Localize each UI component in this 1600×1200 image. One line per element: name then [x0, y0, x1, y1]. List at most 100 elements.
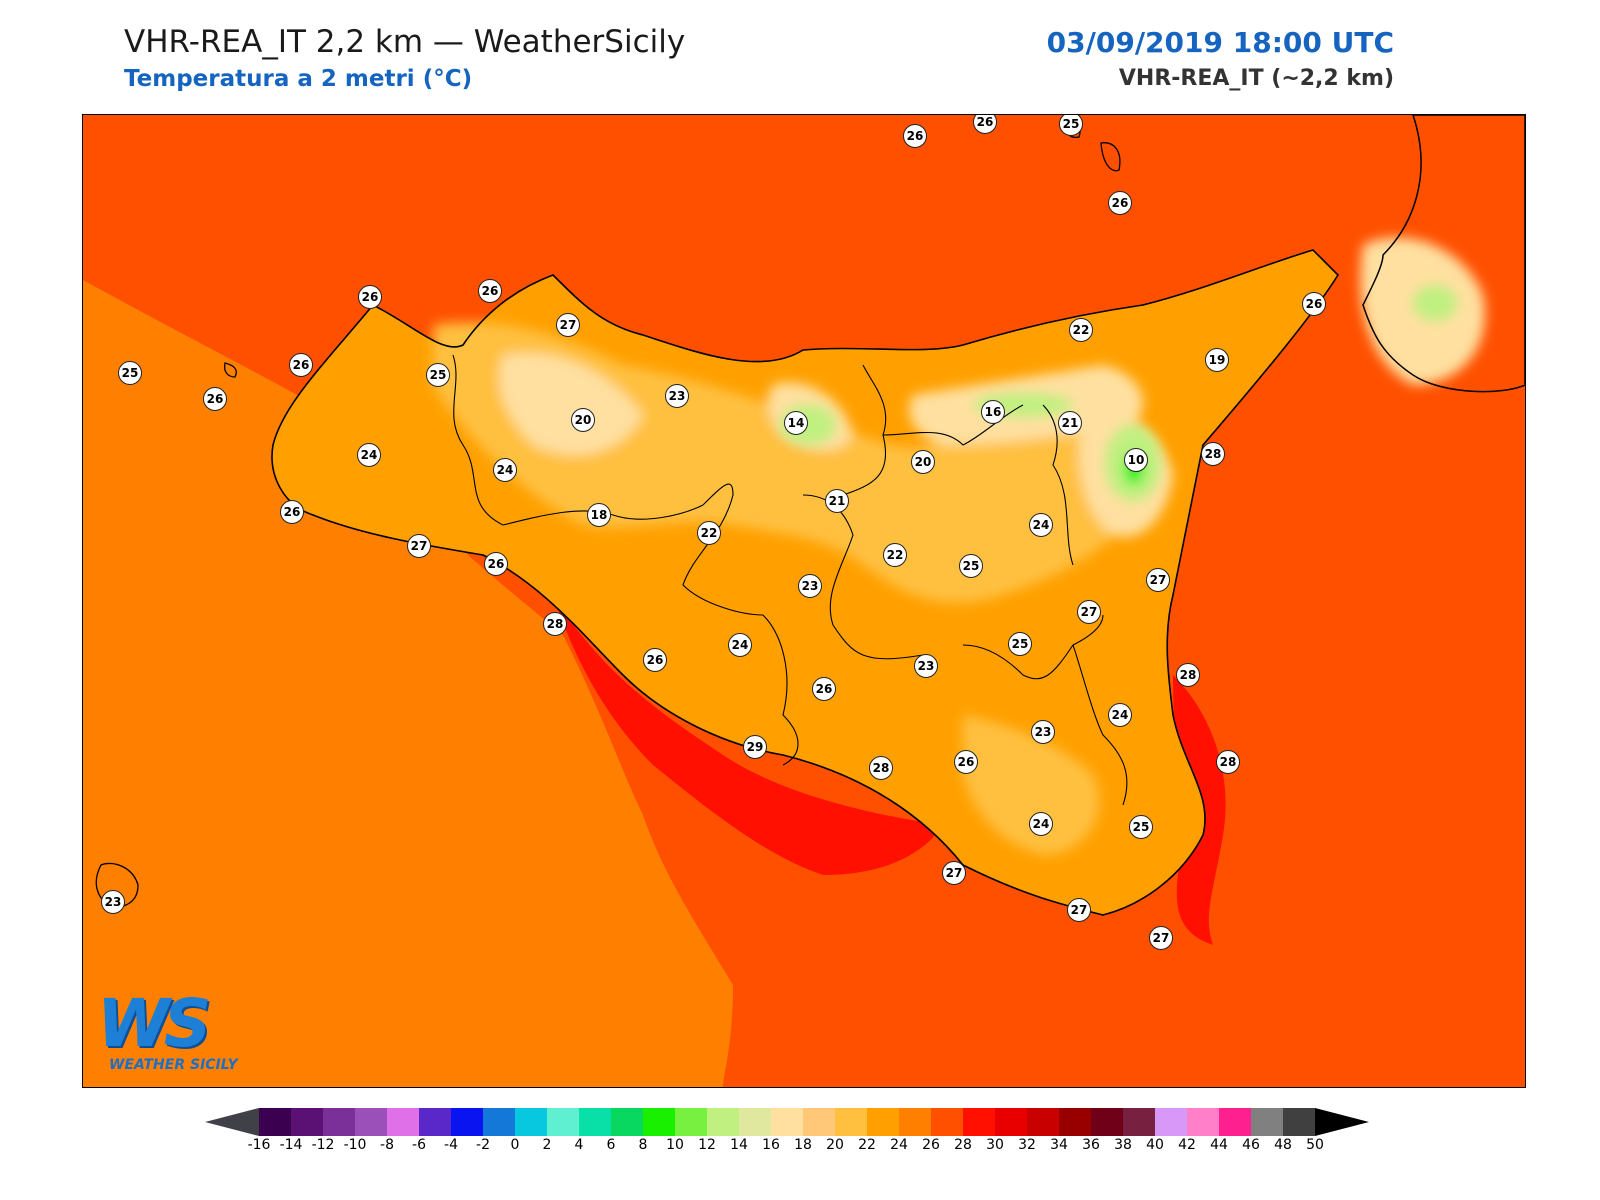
colorbar-segment: [579, 1108, 612, 1136]
station-value: 24: [728, 633, 752, 657]
station-value: 27: [942, 861, 966, 885]
colorbar-segment: [899, 1108, 932, 1136]
colorbar-tick-label: 28: [954, 1137, 972, 1153]
colorbar-segment: [323, 1108, 356, 1136]
station-value: 26: [954, 750, 978, 774]
station-value: 24: [1029, 513, 1053, 537]
station-value: 27: [1146, 568, 1170, 592]
station-value: 20: [911, 450, 935, 474]
colorbar-tick-label: 4: [574, 1137, 584, 1153]
colorbar-over-arrow: [1315, 1108, 1369, 1136]
station-value: 26: [358, 285, 382, 309]
colorbar-tick-label: 32: [1018, 1137, 1036, 1153]
station-value: 26: [289, 353, 313, 377]
colorbar-segment: [419, 1108, 452, 1136]
logo-mark: WS: [97, 985, 211, 1062]
station-value: 18: [587, 503, 611, 527]
station-value: 23: [914, 654, 938, 678]
station-value: 26: [643, 648, 667, 672]
colorbar-tick-label: 36: [1082, 1137, 1100, 1153]
station-value: 19: [1205, 348, 1229, 372]
colorbar-tick-label: 42: [1178, 1137, 1196, 1153]
logo-name: WEATHER SICILY: [109, 1057, 238, 1073]
colorbar-segment: [963, 1108, 996, 1136]
colorbar-tick-label: 12: [698, 1137, 716, 1153]
valid-datetime: 03/09/2019 18:00 UTC: [1046, 26, 1394, 59]
colorbar-segment: [1219, 1108, 1252, 1136]
colorbar-tick-label: -8: [380, 1137, 394, 1153]
map-title: VHR-REA_IT 2,2 km — WeatherSicily: [124, 24, 686, 60]
calabria-outline: [1362, 115, 1525, 393]
colorbar-tick-label: 24: [890, 1137, 908, 1153]
colorbar-tick-label: -2: [476, 1137, 490, 1153]
station-value: 29: [743, 735, 767, 759]
colorbar-tick-label: -10: [343, 1137, 367, 1153]
colorbar-segment: [1027, 1108, 1060, 1136]
aspromonte-cool-zone: [1413, 285, 1457, 321]
station-value: 25: [1008, 632, 1032, 656]
colorbar-tick-label: 0: [510, 1137, 520, 1153]
colorbar-tick-label: 26: [922, 1137, 940, 1153]
colorbar-segment: [1283, 1108, 1316, 1136]
station-value: 28: [1201, 442, 1225, 466]
colorbar-tick-label: 22: [858, 1137, 876, 1153]
station-value: 23: [798, 574, 822, 598]
station-value: 27: [1149, 926, 1173, 950]
colorbar-segment: [1123, 1108, 1156, 1136]
colorbar-segment: [835, 1108, 868, 1136]
temperature-field: [83, 115, 1525, 1087]
colorbar-tick-label: 44: [1210, 1137, 1228, 1153]
station-value: 16: [981, 400, 1005, 424]
colorbar-tick-labels: -16 -14 -12 -10 -8 -6 -4 -2 0 2 4 6 8 10 12 14 16 18 20 22 2…: [0, 1137, 1600, 1161]
colorbar-tick-label: 6: [606, 1137, 616, 1153]
station-value: 24: [493, 458, 517, 482]
station-value: 20: [571, 408, 595, 432]
island-lipari: [1100, 142, 1121, 172]
colorbar-segment: [1251, 1108, 1284, 1136]
colorbar-tick-label: -6: [412, 1137, 426, 1153]
colorbar-segment: [1059, 1108, 1092, 1136]
colorbar-segment: [931, 1108, 964, 1136]
colorbar-segment: [355, 1108, 388, 1136]
colorbar-tick-label: -4: [444, 1137, 458, 1153]
colorbar-segment: [611, 1108, 644, 1136]
station-value: 24: [1029, 812, 1053, 836]
station-value: 26: [903, 124, 927, 148]
colorbar-tick-label: 16: [762, 1137, 780, 1153]
station-value: 26: [973, 115, 997, 134]
station-value: 21: [825, 489, 849, 513]
colorbar-tick-label: 18: [794, 1137, 812, 1153]
high-west-zone: [499, 353, 643, 455]
colorbar-segment: [1187, 1108, 1220, 1136]
colorbar-segment: [515, 1108, 548, 1136]
colorbar-segment: [451, 1108, 484, 1136]
station-value: 25: [959, 554, 983, 578]
station-value: 26: [280, 500, 304, 524]
station-value: 14: [784, 411, 808, 435]
station-value: 27: [1067, 898, 1091, 922]
colorbar-tick-label: 8: [638, 1137, 648, 1153]
station-value: 25: [1059, 115, 1083, 136]
temperature-colorbar: [205, 1108, 1369, 1136]
colorbar-segment: [1155, 1108, 1188, 1136]
colorbar-segment: [707, 1108, 740, 1136]
station-value: 24: [357, 443, 381, 467]
sea-orange-area: [83, 280, 733, 1087]
colorbar-under-arrow: [205, 1108, 259, 1136]
colorbar-segment: [291, 1108, 324, 1136]
colorbar-segment: [675, 1108, 708, 1136]
station-value: 21: [1058, 411, 1082, 435]
station-value: 26: [812, 677, 836, 701]
station-value: 28: [1216, 750, 1240, 774]
station-value: 26: [484, 552, 508, 576]
station-value: 28: [543, 612, 567, 636]
station-value: 25: [426, 363, 450, 387]
station-value: 22: [697, 521, 721, 545]
colorbar-tick-label: -14: [279, 1137, 303, 1153]
station-value: 23: [1031, 720, 1055, 744]
colorbar-segment: [995, 1108, 1028, 1136]
station-value: 22: [1069, 318, 1093, 342]
colorbar-tick-label: 30: [986, 1137, 1004, 1153]
colorbar-tick-label: 2: [542, 1137, 552, 1153]
colorbar-tick-label: -16: [247, 1137, 271, 1153]
